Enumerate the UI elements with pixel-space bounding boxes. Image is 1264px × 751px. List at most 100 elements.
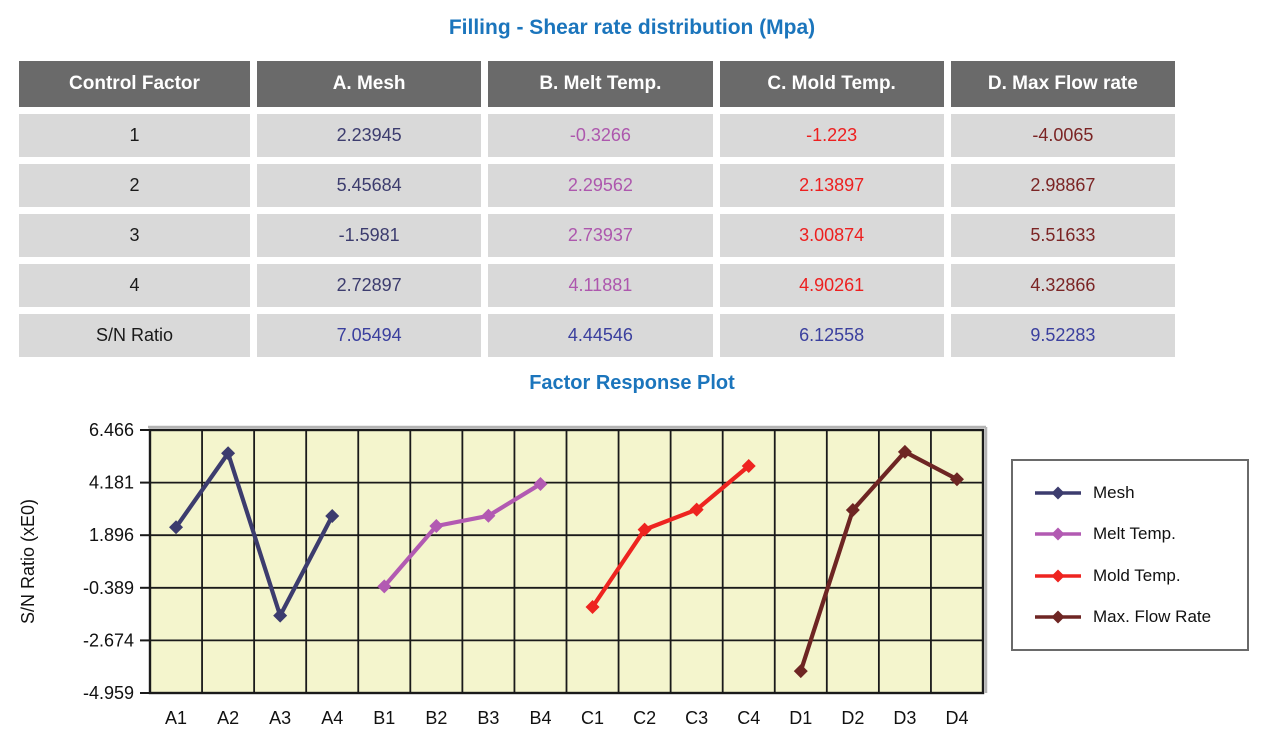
data-point-marker bbox=[377, 579, 392, 594]
x-tick-label: A2 bbox=[217, 708, 239, 728]
y-tick-label: 4.181 bbox=[89, 473, 134, 493]
legend-label: Max. Flow Rate bbox=[1093, 607, 1212, 627]
x-tick-label: B2 bbox=[425, 708, 447, 728]
value-cell: 4.32866 bbox=[950, 264, 1175, 307]
table-header-row: Control Factor A. Mesh B. Melt Temp. C. Mol… bbox=[19, 61, 1175, 107]
series-mesh bbox=[169, 446, 340, 623]
control-factor-table: Control Factor A. Mesh B. Melt Temp. C. Mol… bbox=[12, 54, 1182, 364]
data-point-marker bbox=[1051, 527, 1065, 541]
data-point-marker bbox=[585, 599, 600, 614]
data-point-marker bbox=[221, 446, 236, 461]
table-header-cell: Control Factor bbox=[19, 61, 250, 107]
value-cell: 2.13897 bbox=[719, 164, 944, 207]
data-point-marker bbox=[1051, 610, 1065, 624]
series-max-flow-rate bbox=[793, 444, 964, 679]
row-label-cell: 2 bbox=[19, 164, 250, 207]
data-point-marker bbox=[793, 664, 808, 679]
row-label-cell: 4 bbox=[19, 264, 250, 307]
x-tick-label: C4 bbox=[737, 708, 760, 728]
legend-label: Melt Temp. bbox=[1093, 524, 1176, 544]
legend-item-melt-temp-: Melt Temp. bbox=[1035, 524, 1247, 544]
legend-item-mesh: Mesh bbox=[1035, 483, 1247, 503]
value-cell: 5.45684 bbox=[257, 164, 482, 207]
series-line bbox=[590, 463, 751, 610]
factor-response-chart: 6.466 4.181 1.896 -0.389 -2.674 -4.959 A1 A2 A3 A… bbox=[18, 420, 988, 728]
row-label-cell: 3 bbox=[19, 214, 250, 257]
legend-label: Mesh bbox=[1093, 482, 1135, 502]
data-point-marker bbox=[1051, 569, 1065, 583]
table-body: 1 2.23945 -0.3266 -1.223 -4.0065 2 5.45684 2.29… bbox=[19, 114, 1175, 357]
data-point-marker bbox=[845, 503, 860, 518]
table-row: 2 5.45684 2.29562 2.13897 2.98867 bbox=[19, 164, 1175, 207]
data-point-marker bbox=[949, 472, 964, 487]
legend-item-max-flow-rate: Max. Flow Rate bbox=[1035, 607, 1247, 627]
row-label-cell: 1 bbox=[19, 114, 250, 157]
data-point-marker bbox=[533, 477, 548, 492]
y-tick-label: 1.896 bbox=[89, 525, 134, 545]
value-cell: 6.12558 bbox=[719, 314, 944, 357]
table-header-cell: B. Melt Temp. bbox=[488, 61, 713, 107]
table-row: 3 -1.5981 2.73937 3.00874 5.51633 bbox=[19, 214, 1175, 257]
series-line bbox=[798, 449, 960, 674]
value-cell: 5.51633 bbox=[950, 214, 1175, 257]
data-point-marker bbox=[325, 509, 340, 524]
value-cell: -1.5981 bbox=[257, 214, 482, 257]
x-tick-label: B1 bbox=[373, 708, 395, 728]
legend-marker-icon bbox=[1035, 610, 1081, 624]
data-point-marker bbox=[897, 444, 912, 459]
x-tick-label: C1 bbox=[581, 708, 604, 728]
data-point-marker bbox=[689, 502, 704, 517]
table-row: 4 2.72897 4.11881 4.90261 4.32866 bbox=[19, 264, 1175, 307]
series-melt-temp- bbox=[377, 477, 548, 594]
x-tick-label: D1 bbox=[789, 708, 812, 728]
data-point-marker bbox=[273, 608, 288, 623]
x-tick-label: A4 bbox=[321, 708, 343, 728]
value-cell: 3.00874 bbox=[719, 214, 944, 257]
y-tick-label: 6.466 bbox=[89, 420, 134, 440]
value-cell: 4.11881 bbox=[488, 264, 713, 307]
chart-legend: Mesh Melt Temp. Mold Temp. Max. Flow Rate bbox=[1011, 459, 1249, 651]
table-header-cell: A. Mesh bbox=[257, 61, 482, 107]
x-tick-label: A1 bbox=[165, 708, 187, 728]
data-point-marker bbox=[169, 520, 184, 535]
table-row: S/N Ratio 7.05494 4.44546 6.12558 9.52283 bbox=[19, 314, 1175, 357]
value-cell: 2.73937 bbox=[488, 214, 713, 257]
value-cell: -1.223 bbox=[719, 114, 944, 157]
value-cell: 2.72897 bbox=[257, 264, 482, 307]
legend-marker-icon bbox=[1035, 569, 1081, 583]
x-tick-label: D2 bbox=[841, 708, 864, 728]
page-title: Filling - Shear rate distribution (Mpa) bbox=[448, 16, 816, 39]
chart-title: Factor Response Plot bbox=[529, 372, 735, 394]
value-cell: -0.3266 bbox=[488, 114, 713, 157]
row-label-cell: S/N Ratio bbox=[19, 314, 250, 357]
x-tick-label: C2 bbox=[633, 708, 656, 728]
y-tick-label: -2.674 bbox=[83, 630, 134, 650]
legend-marker-icon bbox=[1035, 486, 1081, 500]
data-point-marker bbox=[481, 508, 496, 523]
legend-label: Mold Temp. bbox=[1093, 565, 1181, 585]
legend-marker-icon bbox=[1035, 527, 1081, 541]
x-tick-label: D4 bbox=[945, 708, 968, 728]
y-tick-label: -0.389 bbox=[83, 578, 134, 598]
value-cell: 4.44546 bbox=[488, 314, 713, 357]
value-cell: 4.90261 bbox=[719, 264, 944, 307]
series-mold-temp- bbox=[585, 458, 756, 614]
x-tick-label: B4 bbox=[529, 708, 551, 728]
plot-border bbox=[148, 428, 985, 695]
value-cell: -4.0065 bbox=[950, 114, 1175, 157]
legend-item-mold-temp-: Mold Temp. bbox=[1035, 566, 1247, 586]
series-line bbox=[173, 451, 335, 618]
value-cell: 2.29562 bbox=[488, 164, 713, 207]
data-point-marker bbox=[1051, 486, 1065, 500]
table-row: 1 2.23945 -0.3266 -1.223 -4.0065 bbox=[19, 114, 1175, 157]
x-tick-label: A3 bbox=[269, 708, 291, 728]
data-point-marker bbox=[429, 519, 444, 534]
value-cell: 2.98867 bbox=[950, 164, 1175, 207]
y-tick-label: -4.959 bbox=[83, 683, 134, 703]
x-tick-label: B3 bbox=[477, 708, 499, 728]
table-header-cell: D. Max Flow rate bbox=[950, 61, 1175, 107]
data-point-marker bbox=[637, 522, 652, 537]
x-tick-label: C3 bbox=[685, 708, 708, 728]
value-cell: 2.23945 bbox=[257, 114, 482, 157]
